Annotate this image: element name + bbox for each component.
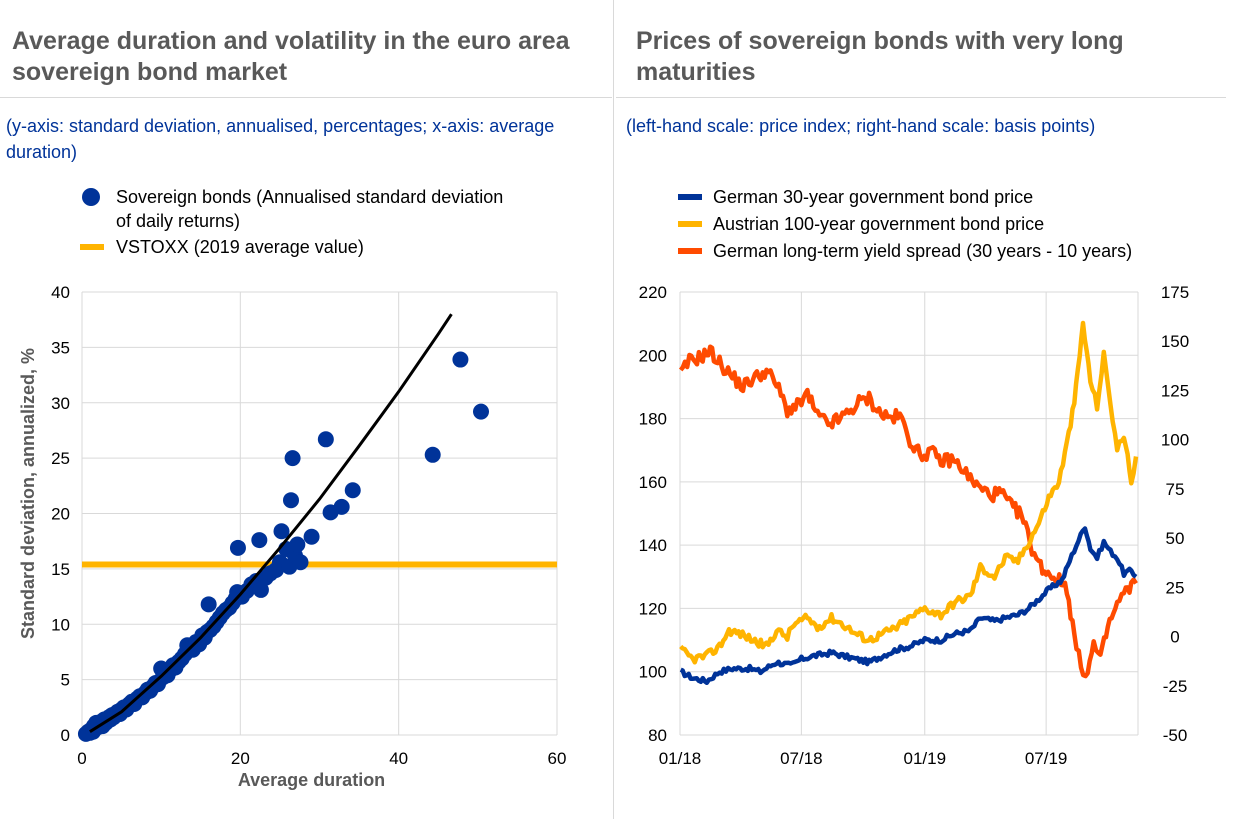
yield-spread-line (678, 344, 1138, 679)
x-tick-label: 07/19 (1025, 749, 1068, 768)
right-y-tick-label: 100 (1161, 431, 1189, 450)
x-tick-label: 07/18 (780, 749, 823, 768)
right-y-tick-label: 75 (1166, 480, 1185, 499)
left-y-tick-label: 160 (639, 473, 667, 492)
data-point (252, 581, 269, 598)
left-chart-panel: Average duration and volatility in the e… (0, 0, 612, 819)
x-tick-label: 40 (389, 749, 408, 768)
fit-curve (89, 313, 453, 733)
data-point (292, 554, 309, 571)
y-tick-label: 15 (51, 560, 70, 579)
left-y-tick-label: 100 (639, 663, 667, 682)
data-point (344, 482, 361, 499)
data-point (452, 351, 469, 368)
y-tick-label: 40 (51, 283, 70, 302)
x-tick-label: 20 (231, 749, 250, 768)
x-tick-label: 0 (77, 749, 86, 768)
y-tick-label: 20 (51, 505, 70, 524)
y-tick-label: 35 (51, 338, 70, 357)
y-tick-label: 25 (51, 449, 70, 468)
right-chart-subtitle: (left-hand scale: price index; right-han… (626, 116, 1096, 136)
right-y-tick-label: 25 (1166, 578, 1185, 597)
left-y-tick-label: 200 (639, 346, 667, 365)
data-point (283, 492, 299, 509)
right-chart-panel: Prices of sovereign bonds with very long… (616, 0, 1240, 819)
panel-separator (613, 0, 614, 819)
legend-yield-spread-label: German long-term yield spread (30 years … (713, 241, 1132, 261)
left-y-tick-label: 180 (639, 410, 667, 429)
x-tick-label: 01/19 (903, 749, 946, 768)
y-tick-label: 30 (51, 394, 70, 413)
data-point (473, 403, 489, 420)
right-chart-title: Prices of sovereign bonds with very long… (636, 27, 1124, 86)
data-point (273, 523, 290, 540)
data-point (333, 498, 350, 515)
right-y-tick-label: 125 (1161, 381, 1189, 400)
x-tick-label: 60 (548, 749, 567, 768)
left-y-tick-label: 120 (639, 599, 667, 618)
x-tick-label: 01/18 (659, 749, 702, 768)
line-grid (679, 291, 1139, 736)
y-tick-label: 0 (61, 726, 70, 745)
line-legend: German 30-year government bond price Aust… (678, 187, 1132, 261)
right-y-tick-label: 175 (1161, 283, 1189, 302)
scatter-legend: Sovereign bonds (Annualised standard dev… (80, 187, 503, 257)
x-axis-label: Average duration (238, 770, 385, 790)
y-axis-label: Standard deviation, annualized, % (18, 348, 38, 639)
y-tick-label: 5 (61, 671, 70, 690)
line-chart: 80 100 120 140 160 180 200 220 -50 -25 0 25 50 75 100 1… (639, 187, 1190, 768)
right-y-tick-label: -25 (1163, 677, 1188, 696)
right-y-tick-label: 50 (1166, 529, 1185, 548)
german-30y-price-line (679, 526, 1138, 686)
austrian-100y-price-line (679, 320, 1139, 665)
legend-austrian-100y-label: Austrian 100-year government bond price (713, 214, 1044, 234)
y-tick-label: 10 (51, 615, 70, 634)
right-y-tick-label: -50 (1163, 726, 1188, 745)
data-point (289, 536, 306, 553)
legend-german-30y-label: German 30-year government bond price (713, 187, 1033, 207)
left-title-divider (0, 97, 612, 98)
left-chart-title: Average duration and volatility in the e… (12, 27, 570, 86)
right-title-divider (616, 97, 1226, 98)
right-y-tick-label: 0 (1170, 628, 1179, 647)
left-chart-subtitle: (y-axis: standard deviation, annualised,… (6, 116, 555, 162)
legend-marker-sovereign-bonds (82, 188, 100, 206)
right-y-tick-label: 150 (1161, 332, 1189, 351)
data-point (303, 528, 320, 545)
left-y-tick-label: 140 (639, 536, 667, 555)
legend-label-sovereign-bonds: Sovereign bonds (Annualised standard dev… (116, 187, 503, 231)
data-point (200, 596, 217, 613)
scatter-chart: 0 5 10 15 20 25 30 35 40 0 20 40 60 Average duration S… (18, 187, 567, 790)
data-point (424, 446, 441, 463)
data-point (229, 539, 246, 556)
left-y-tick-label: 220 (639, 283, 667, 302)
data-point (317, 431, 334, 448)
data-point (284, 450, 301, 467)
left-y-tick-label: 80 (648, 726, 667, 745)
scatter-points (77, 351, 489, 742)
data-point (251, 532, 268, 549)
legend-label-vstoxx: VSTOXX (2019 average value) (116, 237, 364, 257)
